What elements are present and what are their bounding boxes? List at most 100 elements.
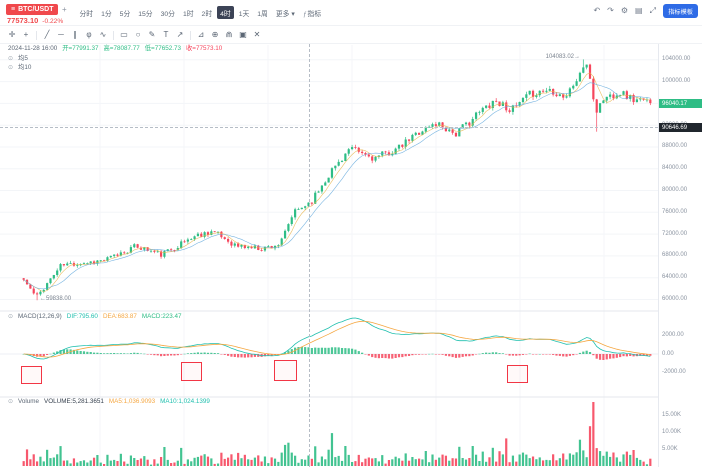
crosshair-tool[interactable]: +: [23, 30, 29, 39]
volume-axis-label: 5.00K: [662, 445, 678, 452]
price-axis-label: 68000.00: [662, 252, 688, 259]
rectangle-tool[interactable]: ▭: [120, 30, 128, 39]
lock-tool[interactable]: ▣: [239, 30, 247, 39]
timeframe-15分[interactable]: 15分: [138, 10, 153, 18]
fibonacci-tool[interactable]: φ: [86, 30, 92, 39]
delete-tool[interactable]: ✕: [253, 30, 261, 39]
eye-icon: ⊙: [8, 399, 14, 406]
price-readout: 77573.10 -0.22%: [7, 16, 63, 25]
last-price-text: 77573.10: [7, 16, 39, 25]
timeframe-30分[interactable]: 30分: [160, 10, 175, 18]
symbol-label: BTC/USDT: [18, 6, 54, 13]
toolbar-separator: [36, 30, 37, 40]
ohlc-field-开: 开=77991.37: [62, 45, 99, 52]
fx-icon: ƒ: [302, 10, 307, 18]
timeframe-2时[interactable]: 2时: [201, 10, 213, 18]
high-price-text: 104083.02: [545, 54, 574, 60]
cursor-tool[interactable]: ✛: [8, 30, 16, 39]
ma5-label: 均5: [18, 55, 28, 62]
wave-tool[interactable]: ∿: [99, 30, 107, 39]
volume-ma5-value: MA5:1,036.9093: [108, 398, 156, 405]
timeframe-4时[interactable]: 4时: [216, 6, 235, 19]
magnet-tool[interactable]: ⋒: [225, 30, 233, 39]
price-axis-label: 80000.00: [662, 187, 688, 194]
text-tool[interactable]: T: [163, 30, 169, 39]
header-bar: ≡ BTC/USDT + 77573.10 -0.22% 分时 1分 5分 15分 30…: [0, 0, 702, 26]
volume-value: VOLUME:5,281.3651: [44, 398, 104, 405]
fullscreen-icon[interactable]: ⤢: [649, 6, 656, 15]
ohlc-field-收: 收=77573.10: [186, 45, 223, 52]
timeframe-5分[interactable]: 5分: [119, 10, 131, 18]
price-axis-label: 104000.00: [662, 56, 691, 63]
eye-icon: ⊙: [8, 314, 14, 321]
timeframe-more[interactable]: 更多 ▾: [275, 10, 295, 18]
macd-axis-label: 2000.00: [662, 332, 684, 339]
macd-axis-label: 0.00: [662, 350, 674, 357]
macd-legend[interactable]: ⊙ MACD(12,26,9) DIF:795.60 DEA:683.87 MA…: [8, 313, 182, 321]
measure-tool[interactable]: ⊿: [197, 30, 205, 39]
price-axis[interactable]: 96040.17 90646.69 104000.00100000.009600…: [658, 44, 702, 467]
macd-dea-value: DEA:683.87: [102, 313, 137, 320]
price-axis-label: 64000.00: [662, 274, 688, 281]
symbol-badge[interactable]: ≡ BTC/USDT: [6, 4, 59, 15]
settings-icon[interactable]: ⚙: [620, 6, 629, 15]
low-price-marker: ←59838.00: [40, 296, 71, 302]
toolbar-separator: [113, 30, 114, 40]
indicators-label: 指标: [307, 10, 322, 18]
timeframe-分时[interactable]: 分时: [79, 10, 94, 18]
low-price-text: 59838.00: [46, 296, 72, 302]
price-axis-label: 60000.00: [662, 295, 688, 302]
macd-hist-value: MACD:223.47: [141, 313, 182, 320]
macd-pane: [22, 317, 652, 360]
volume-axis-label: 15.00K: [662, 411, 682, 418]
indicator-template-button[interactable]: 指标模板: [663, 4, 698, 18]
layout-icon[interactable]: ▤: [635, 6, 643, 15]
price-axis-label: 84000.00: [662, 165, 688, 172]
price-axis-label: 100000.00: [662, 78, 691, 85]
eye-icon: ⊙: [8, 65, 14, 72]
volume-axis-label: 10.00K: [662, 428, 682, 435]
undo-icon[interactable]: ↶: [593, 6, 601, 15]
ohlc-readout: 2024-11-28 16:00 开=77991.37 高=78087.77 低=7…: [8, 45, 223, 52]
price-axis-label: 88000.00: [662, 143, 688, 150]
brush-tool[interactable]: ✎: [148, 30, 156, 39]
macd-axis-label: -2000.00: [662, 368, 686, 375]
bar-datetime: 2024-11-28 16:00: [8, 45, 58, 52]
ma10-label: 均10: [18, 64, 32, 71]
volume-legend[interactable]: ⊙ Volume VOLUME:5,281.3651 MA5:1,036.909…: [8, 398, 210, 406]
drawn-rectangle[interactable]: [507, 365, 528, 383]
main-pane: [22, 59, 652, 301]
trendline-tool[interactable]: ╱: [44, 30, 50, 39]
high-price-marker: 104083.02→: [538, 54, 580, 60]
channel-tool[interactable]: ∥: [73, 30, 77, 39]
timeframe-1天[interactable]: 1天: [238, 10, 250, 18]
price-axis-label: 72000.00: [662, 230, 688, 237]
timeframe-1时[interactable]: 1时: [182, 10, 194, 18]
ma5-legend[interactable]: ⊙ 均5: [8, 55, 28, 62]
ma10-legend[interactable]: ⊙ 均10: [8, 64, 32, 72]
ohlc-field-低: 低=77652.73: [144, 45, 181, 52]
horizontal-line-tool[interactable]: ─: [58, 30, 64, 39]
header-icons: ↶ ↷ ⚙ ▤ ⤢: [593, 6, 656, 16]
volume-pane: [22, 402, 652, 466]
timeframe-1周[interactable]: 1周: [257, 10, 268, 18]
timeframe-list: 分时 1分 5分 15分 30分 1时 2时 4时 1天 1周 更多 ▾ ƒ指标: [76, 6, 325, 19]
add-symbol-icon[interactable]: +: [62, 5, 67, 14]
volume-title: Volume: [18, 398, 40, 405]
timeframe-1分[interactable]: 1分: [101, 10, 112, 18]
price-axis-label: 76000.00: [662, 208, 688, 215]
zoom-in-tool[interactable]: ⊕: [211, 30, 219, 39]
crosshair-price-badge: 90646.69: [659, 123, 702, 132]
drawn-rectangle[interactable]: [274, 360, 297, 381]
drawn-rectangle[interactable]: [181, 362, 202, 381]
arrow-tool[interactable]: ↗: [176, 30, 184, 39]
drawn-rectangle[interactable]: [21, 366, 42, 384]
ellipse-tool[interactable]: ○: [135, 30, 141, 39]
drawing-toolbar: ✛ + ╱ ─ ∥ φ ∿ ▭ ○ ✎ T ↗ ⊿ ⊕ ⋒ ▣ ✕: [0, 27, 702, 44]
hamburger-icon: ≡: [11, 6, 16, 13]
redo-icon[interactable]: ↷: [607, 6, 614, 15]
indicators-button[interactable]: ƒ指标: [299, 6, 324, 19]
price-change-text: -0.22%: [42, 18, 64, 25]
